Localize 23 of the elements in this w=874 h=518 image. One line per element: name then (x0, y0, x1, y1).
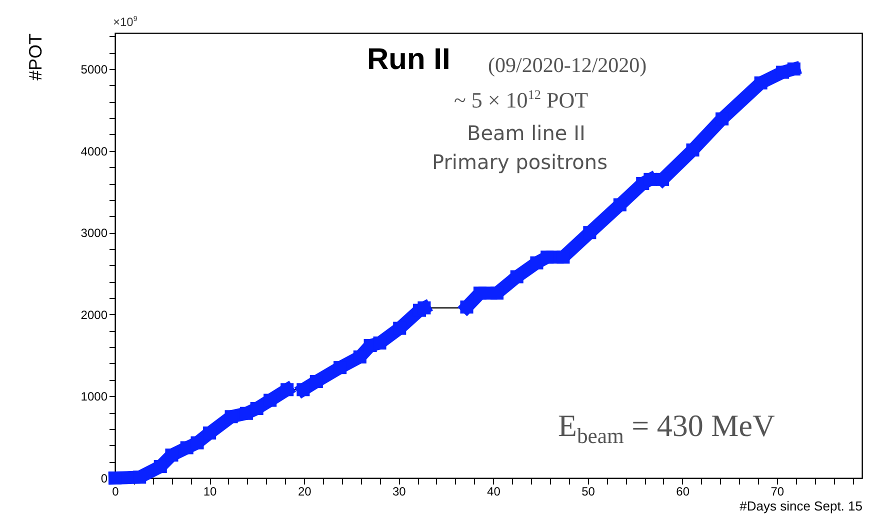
annotation: Run II (367, 43, 450, 77)
x-tick-label: 20 (298, 484, 312, 498)
annotation: (09/2020-12/2020) (488, 53, 647, 78)
y-tick-label: 4000 (80, 144, 108, 158)
annotation: ~ 5 × 10$^{12}$ POT (454, 87, 588, 114)
text: ×10$^{9}$ (113, 14, 138, 29)
y-tick-label: 1000 (80, 390, 108, 404)
y-axis-title: #POT (26, 34, 46, 81)
annotation: Beam line II (467, 121, 586, 145)
x-tick-label: 70 (770, 484, 784, 498)
x-axis-title: #Days since Sept. 15 (740, 498, 862, 514)
y-tick-label: 2000 (80, 308, 108, 322)
x-tick-label: 0 (112, 484, 120, 498)
x-tick-label: 30 (392, 484, 406, 498)
y-tick-label: 5000 (80, 62, 108, 76)
x-tick-label: 60 (676, 484, 690, 498)
annotation: E$_{beam}$ = 430 MeV (558, 408, 775, 450)
x-tick-label: 10 (203, 484, 218, 498)
annotation: Primary positrons (432, 150, 608, 174)
y-tick-label: 3000 (80, 226, 108, 240)
x-tick-label: 40 (487, 484, 501, 498)
x-tick-label: 50 (582, 484, 596, 498)
y-tick-label: 0 (100, 472, 108, 486)
